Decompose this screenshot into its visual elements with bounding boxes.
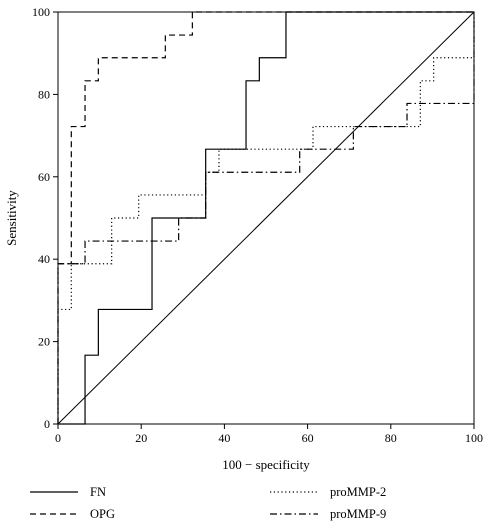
y-tick-label: 20 [38, 335, 50, 349]
y-axis-ticks: 0 20 40 60 80 100 [32, 5, 58, 431]
series-line-prommp-9 [57, 12, 475, 424]
series-line-opg [57, 11, 474, 424]
y-axis-label: Sensitivity [4, 190, 19, 246]
legend-item: FN [30, 485, 106, 499]
x-tick-label: 40 [218, 431, 230, 445]
legend-item: proMMP-9 [270, 507, 386, 521]
y-tick-label: 100 [32, 5, 50, 19]
x-tick-label: 20 [135, 431, 147, 445]
y-tick-label: 0 [44, 417, 50, 431]
legend-label: proMMP-9 [330, 507, 386, 521]
reference-diagonal-line [57, 11, 475, 425]
y-tick-label: 60 [38, 170, 50, 184]
y-tick-label: 80 [38, 87, 50, 101]
legend-item: proMMP-2 [270, 485, 386, 499]
x-axis-label: 100 − specificity [222, 457, 310, 472]
legend-label: OPG [90, 507, 115, 521]
series-layer [57, 11, 475, 425]
legend-label: proMMP-2 [330, 485, 386, 499]
y-tick-label: 40 [38, 252, 50, 266]
x-tick-label: 60 [302, 431, 314, 445]
plot-area [57, 11, 475, 425]
x-axis-ticks: 0 20 40 60 80 100 [55, 424, 483, 445]
x-tick-label: 80 [385, 431, 397, 445]
x-tick-label: 100 [465, 431, 483, 445]
legend-item: OPG [30, 507, 115, 521]
series-line-prommp-2 [57, 12, 475, 424]
legend-label: FN [90, 485, 106, 499]
legend: FN OPG proMMP-2 proMMP-9 [30, 485, 386, 521]
x-tick-label: 0 [55, 431, 61, 445]
